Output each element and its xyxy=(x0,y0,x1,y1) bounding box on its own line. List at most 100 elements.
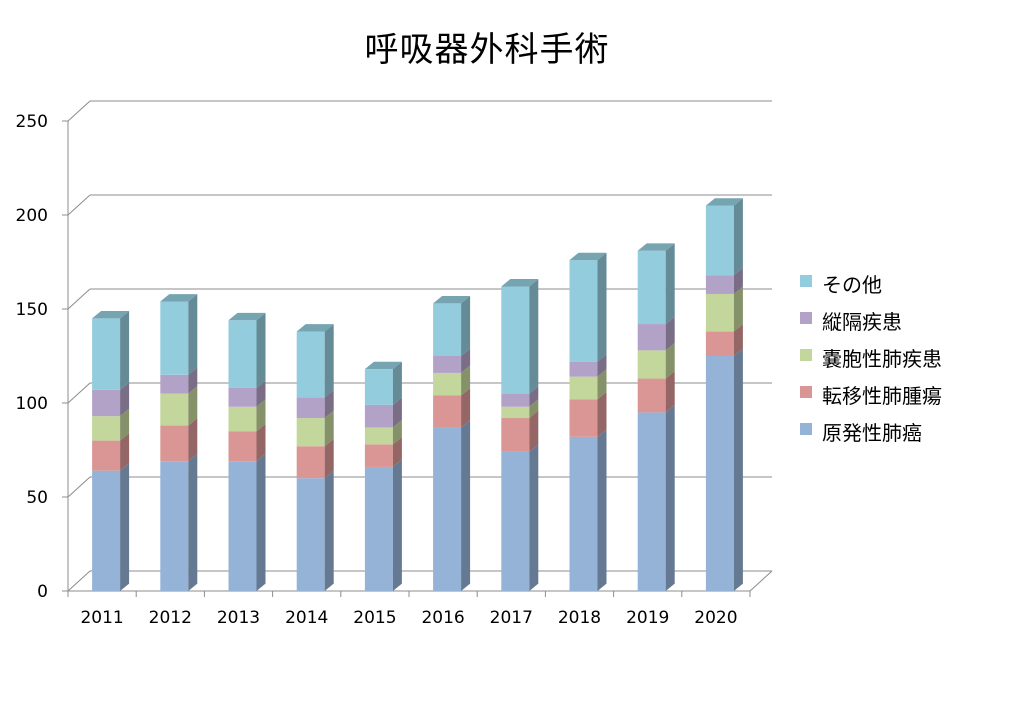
bar-segment xyxy=(637,412,666,591)
bar-segment xyxy=(296,446,325,479)
bar-top xyxy=(569,252,607,261)
bar-top xyxy=(364,361,402,370)
bar-segment-side xyxy=(188,386,198,426)
bar-segment-side xyxy=(256,312,266,388)
chart-title: 呼吸器外科手術 xyxy=(364,30,610,70)
y-tick-label: 100 xyxy=(16,394,48,414)
bar-segment xyxy=(92,389,121,417)
bar-segment xyxy=(364,466,393,591)
bar-segment xyxy=(501,451,530,591)
bar-segment xyxy=(228,320,257,388)
bar-segment-side xyxy=(529,399,539,419)
bar-segment xyxy=(160,374,189,394)
bar-segment xyxy=(569,399,598,437)
bar-segment xyxy=(433,427,462,591)
x-tick-label: 2014 xyxy=(285,608,328,628)
legend-label: その他 xyxy=(822,273,882,297)
bar-segment-side xyxy=(461,365,471,396)
legend-swatch xyxy=(800,423,812,435)
bar-segment-side xyxy=(733,324,743,356)
bar-segment-side xyxy=(256,453,266,591)
bar-segment xyxy=(569,436,598,591)
bar-segment xyxy=(569,260,598,362)
x-tick-label: 2018 xyxy=(558,608,601,628)
bar-segment-side xyxy=(324,324,334,398)
bar-segment-side xyxy=(529,386,539,407)
bar-segment xyxy=(296,478,325,591)
bar-top xyxy=(433,295,471,304)
legend-swatch xyxy=(800,386,812,398)
bar-top xyxy=(637,243,675,251)
bar-segment-side xyxy=(188,418,198,462)
bar-segment-side xyxy=(733,267,743,294)
bar-segment-side xyxy=(597,354,607,377)
bar-segment-side xyxy=(324,389,334,419)
x-tick-label: 2012 xyxy=(149,608,192,628)
bar-segment xyxy=(501,418,530,452)
bar-segment xyxy=(364,444,393,467)
bar-segment xyxy=(433,303,462,356)
x-tick-label: 2020 xyxy=(694,608,737,628)
bar-segment-side xyxy=(529,279,539,394)
bar-segment xyxy=(296,331,325,398)
legend-label: 原発性肺癌 xyxy=(822,421,922,445)
bar-segment-side xyxy=(392,436,402,467)
bar-segment xyxy=(92,470,121,591)
bar-segment xyxy=(705,205,734,276)
gridline-diagonal xyxy=(67,194,91,216)
bar-segment-side xyxy=(461,295,471,356)
y-tick-label: 150 xyxy=(16,300,48,320)
bar-segment xyxy=(228,406,257,432)
bar-segment-side xyxy=(188,367,198,394)
bar-segment-side xyxy=(324,438,334,479)
bar-segment-side xyxy=(120,311,130,390)
bar-segment-side xyxy=(733,286,743,332)
bar-segment-side xyxy=(324,410,334,447)
bar-segment-side xyxy=(392,397,402,428)
y-tick-label: 50 xyxy=(26,488,48,508)
bar-segment xyxy=(501,406,530,419)
bar-segment-side xyxy=(597,252,607,362)
bar-segment-side xyxy=(256,423,266,462)
bar-segment-side xyxy=(120,408,130,441)
bar-segment xyxy=(637,324,666,351)
bar-segment-side xyxy=(256,399,266,432)
bar-segment xyxy=(569,376,598,400)
bar-segment-side xyxy=(733,348,743,591)
bar-segment-side xyxy=(461,348,471,373)
bar-segment xyxy=(92,318,121,390)
bar-segment xyxy=(228,461,257,591)
bar-segment xyxy=(92,416,121,441)
x-tick-label: 2019 xyxy=(626,608,669,628)
bar-segment-side xyxy=(665,342,675,379)
bar-segment xyxy=(92,440,121,471)
bar-segment-side xyxy=(665,316,675,351)
bar-segment xyxy=(296,397,325,419)
gridline-diagonal xyxy=(67,100,91,122)
legend-swatch xyxy=(800,275,812,287)
gridline-diagonal xyxy=(67,288,91,310)
x-tick-label: 2013 xyxy=(217,608,260,628)
x-tick-label: 2017 xyxy=(490,608,533,628)
bar-segment xyxy=(705,331,734,356)
bar-segment xyxy=(705,356,734,591)
bar-segment xyxy=(160,393,189,426)
bar-segment xyxy=(433,356,462,373)
bar-segment-side xyxy=(597,429,607,591)
gridline-diagonal xyxy=(67,570,91,592)
bar-segment-side xyxy=(324,470,334,591)
bar-segment-side xyxy=(597,391,607,437)
bar-segment-side xyxy=(188,453,198,591)
legend-label: 嚢胞性肺疾患 xyxy=(822,347,942,371)
bar-segment xyxy=(637,378,666,413)
bar-top xyxy=(501,279,539,287)
bar-top xyxy=(228,312,266,321)
bar-segment-side xyxy=(529,444,539,591)
bar-segment-side xyxy=(529,410,539,452)
floor-edge xyxy=(749,570,773,592)
gridline-diagonal xyxy=(67,476,91,498)
x-tick-label: 2016 xyxy=(421,608,464,628)
bar-segment-side xyxy=(597,369,607,400)
